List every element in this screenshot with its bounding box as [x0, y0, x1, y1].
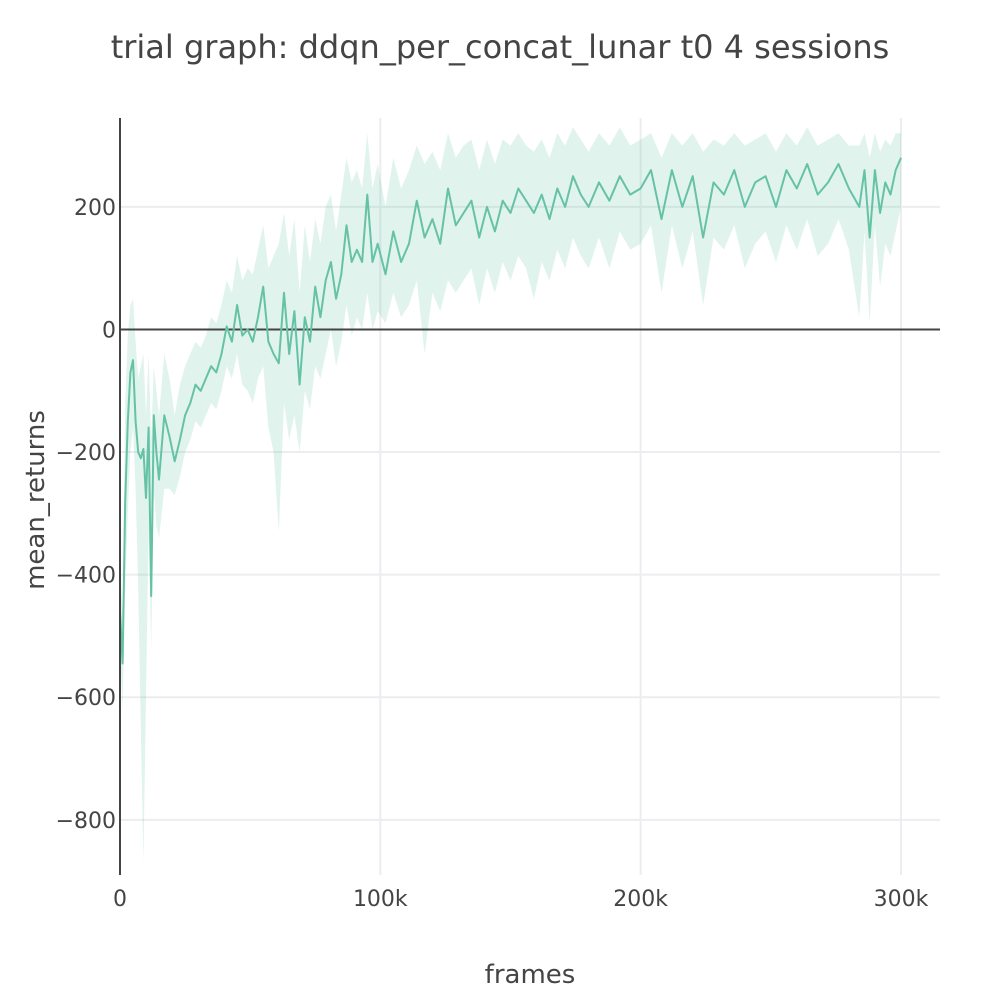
x-tick-label: 100k [353, 887, 408, 912]
y-axis-title: mean_returns [21, 410, 51, 590]
x-tick-label: 200k [613, 887, 668, 912]
y-tick-label: −600 [56, 686, 116, 711]
chart-title: trial graph: ddqn_per_concat_lunar t0 4 … [111, 28, 890, 66]
x-tick-label: 0 [113, 887, 127, 912]
band-layer [120, 127, 901, 863]
line-layer [119, 157, 902, 665]
x-tick-label: 300k [874, 887, 929, 912]
x-axis-title: frames [485, 960, 576, 990]
y-tick-label: 0 [102, 318, 116, 343]
mean-returns-line [119, 157, 902, 665]
error-band [120, 127, 901, 863]
y-tick-label: 200 [74, 196, 116, 221]
y-tick-label: −400 [56, 564, 116, 589]
y-tick-label: −200 [56, 441, 116, 466]
tick-label-layer: 0 100k 200k 300k −800 −600 −400 −200 0 200 [56, 196, 929, 912]
grid-layer [120, 118, 940, 875]
y-tick-label: −800 [56, 809, 116, 834]
